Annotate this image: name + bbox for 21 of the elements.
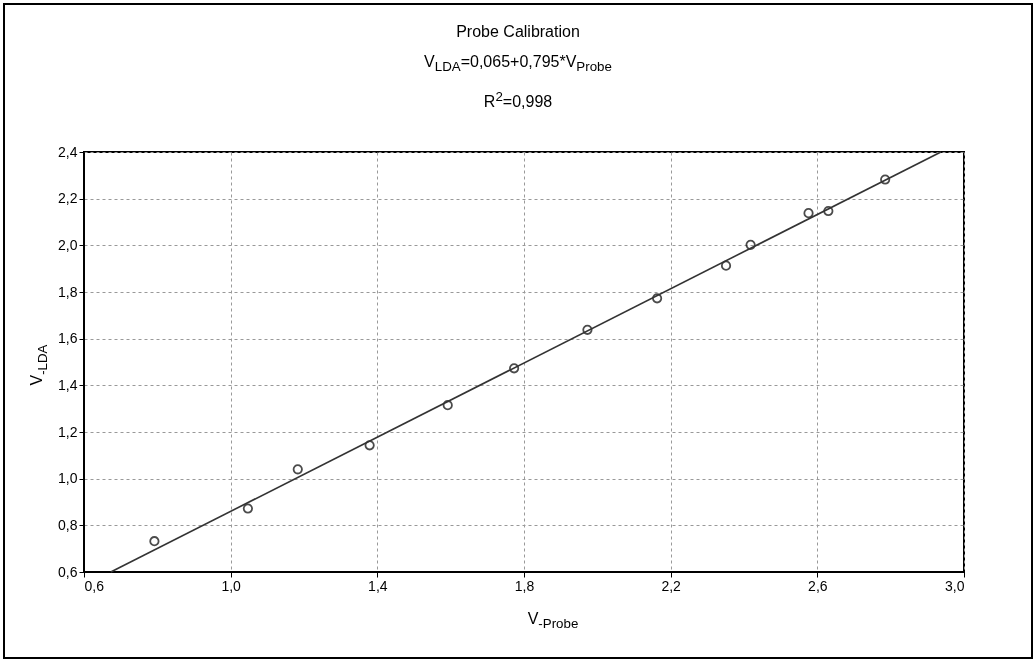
y-tick-label: 0,8 bbox=[58, 516, 78, 533]
y-tick-label: 1,4 bbox=[58, 376, 78, 393]
y-tick-label: 2,0 bbox=[58, 236, 78, 253]
x-tick-label: 1,0 bbox=[221, 577, 242, 594]
y-tick-label: 2,2 bbox=[58, 190, 78, 207]
text: R$^{2}$=0,998 bbox=[482, 88, 554, 113]
x-tick-label: 1,4 bbox=[368, 577, 388, 594]
x-axis-title: V$_{-Probe}$ bbox=[526, 610, 580, 632]
x-tick-label: 2,6 bbox=[808, 577, 828, 594]
y-tick-label: 1,6 bbox=[58, 330, 78, 347]
y-tick-label: 2,4 bbox=[58, 143, 78, 160]
y-tick-label: 0,6 bbox=[58, 563, 78, 580]
y-tick-label: 1,0 bbox=[58, 470, 78, 487]
x-tick-label: 2,2 bbox=[661, 577, 682, 594]
chart-title: Probe Calibration bbox=[455, 22, 581, 42]
y-tick-label: 1,8 bbox=[58, 283, 78, 300]
x-tick-label: 0,6 bbox=[84, 577, 105, 594]
x-tick-label: 3,0 bbox=[945, 577, 965, 594]
y-tick-label: 1,2 bbox=[58, 423, 78, 440]
x-tick-label: 1,8 bbox=[514, 577, 535, 594]
text: V$_{LDA}$=0,065+0,795*V$_{Probe}$ bbox=[423, 52, 613, 77]
